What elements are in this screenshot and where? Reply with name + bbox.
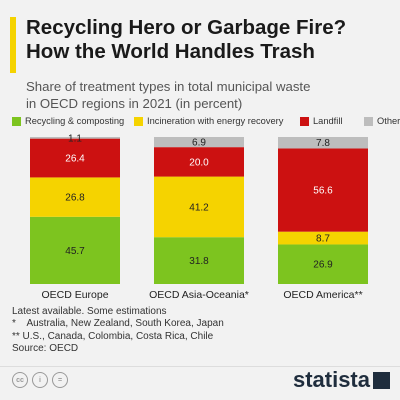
subtitle-line-2: in OECD regions in 2021 (in percent) xyxy=(26,96,243,111)
bar-segment-oecd-america-incineration xyxy=(278,231,368,245)
note-source: Source: OECD xyxy=(12,343,79,355)
note-estimations: Latest available. Some estimations xyxy=(12,306,167,317)
title-line-1: Recycling Hero or Garbage Fire? xyxy=(26,16,347,39)
subtitle-line-1: Share of treatment types in total munici… xyxy=(26,79,311,94)
creative-commons-icon[interactable]: cc xyxy=(12,372,28,388)
chart-notes: Latest available. Some estimations * Aus… xyxy=(12,306,392,356)
legend-label-recycling: Recycling & composting xyxy=(25,116,125,126)
legend-swatch-recycling xyxy=(12,116,21,126)
title-accent-bar xyxy=(10,17,16,73)
chart-legend: Recycling & composting Incineration with … xyxy=(12,116,400,130)
footer-divider xyxy=(0,366,400,367)
legend-label-other: Other xyxy=(377,116,400,126)
category-label-oecd-america: OECD America** xyxy=(283,289,362,301)
data-label-oecd-asia-oceania-recycling: 31.8 xyxy=(189,256,209,267)
category-label-oecd-asia-oceania: OECD Asia-Oceania* xyxy=(149,289,249,301)
statista-logo-mark-icon xyxy=(373,372,390,389)
data-label-oecd-europe-incineration: 26.8 xyxy=(65,193,85,204)
bar-segment-oecd-america-landfill xyxy=(278,148,368,232)
legend-swatch-landfill xyxy=(300,116,309,126)
bar-segment-oecd-europe-incineration xyxy=(30,177,120,217)
title-line-2: How the World Handles Trash xyxy=(26,40,315,63)
legend-item-recycling: Recycling & composting xyxy=(12,116,124,126)
attribution-icon[interactable]: i xyxy=(32,372,48,388)
data-label-oecd-asia-oceania-landfill: 20.0 xyxy=(189,157,209,168)
legend-label-incineration: Incineration with energy recovery xyxy=(147,116,284,126)
data-label-oecd-america-landfill: 56.6 xyxy=(313,186,333,197)
data-label-oecd-europe-recycling: 45.7 xyxy=(65,246,85,257)
legend-item-landfill: Landfill xyxy=(300,116,342,126)
data-label-oecd-america-incineration: 8.7 xyxy=(316,234,330,245)
chart-subtitle: Share of treatment types in total munici… xyxy=(26,78,396,112)
data-label-oecd-europe-other: 1.1 xyxy=(68,133,82,144)
data-label-oecd-asia-oceania-other: 6.9 xyxy=(192,138,206,149)
bar-segment-oecd-europe-other xyxy=(30,137,120,139)
legend-swatch-other xyxy=(364,116,373,126)
data-label-oecd-europe-landfill: 26.4 xyxy=(65,154,85,165)
license-icons[interactable]: cc i = xyxy=(12,372,68,388)
bar-segment-oecd-asia-oceania-incineration xyxy=(154,176,244,238)
bar-segment-oecd-america-other xyxy=(278,137,368,149)
data-label-oecd-asia-oceania-incineration: 41.2 xyxy=(189,202,209,213)
bar-segment-oecd-asia-oceania-landfill xyxy=(154,147,244,177)
bar-segment-oecd-europe-landfill xyxy=(30,138,120,178)
data-label-oecd-america-recycling: 26.9 xyxy=(313,260,333,271)
stacked-bar-chart: 45.7 26.8 26.4 1.1 OECD Europe 31.8 41.2 20.0 6.… xyxy=(30,133,368,301)
note-america: ** U.S., Canada, Colombia, Costa Rica, C… xyxy=(12,330,214,342)
legend-label-landfill: Landfill xyxy=(313,116,343,126)
note-asia-oceania: * Australia, New Zealand, South Korea, J… xyxy=(12,318,224,330)
category-label-oecd-europe: OECD Europe xyxy=(41,289,108,301)
bar-segment-oecd-america-recycling xyxy=(278,244,368,284)
legend-swatch-incineration xyxy=(134,116,143,126)
bar-segment-oecd-asia-oceania-other xyxy=(154,137,244,148)
data-label-oecd-america-other: 7.8 xyxy=(316,138,330,149)
no-derivatives-icon[interactable]: = xyxy=(52,372,68,388)
bar-segment-oecd-asia-oceania-recycling xyxy=(154,237,244,284)
legend-item-other: Other xyxy=(364,116,400,126)
legend-item-incineration: Incineration with energy recovery xyxy=(134,116,283,126)
bar-segment-oecd-europe-recycling xyxy=(30,216,120,284)
statista-logo[interactable]: statista xyxy=(292,367,370,392)
chart-title: Recycling Hero or Garbage Fire? How the … xyxy=(26,16,396,64)
